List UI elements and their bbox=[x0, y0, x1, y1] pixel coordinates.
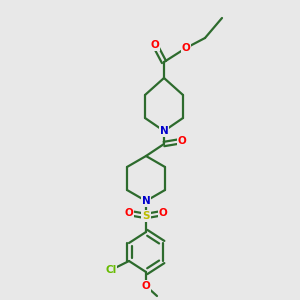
Text: S: S bbox=[142, 211, 150, 221]
Text: O: O bbox=[142, 281, 150, 291]
Text: O: O bbox=[151, 40, 159, 50]
Text: O: O bbox=[178, 136, 186, 146]
Text: N: N bbox=[142, 196, 150, 206]
Text: O: O bbox=[182, 43, 190, 53]
Text: O: O bbox=[159, 208, 167, 218]
Text: O: O bbox=[124, 208, 134, 218]
Text: N: N bbox=[160, 126, 168, 136]
Text: Cl: Cl bbox=[105, 265, 117, 275]
